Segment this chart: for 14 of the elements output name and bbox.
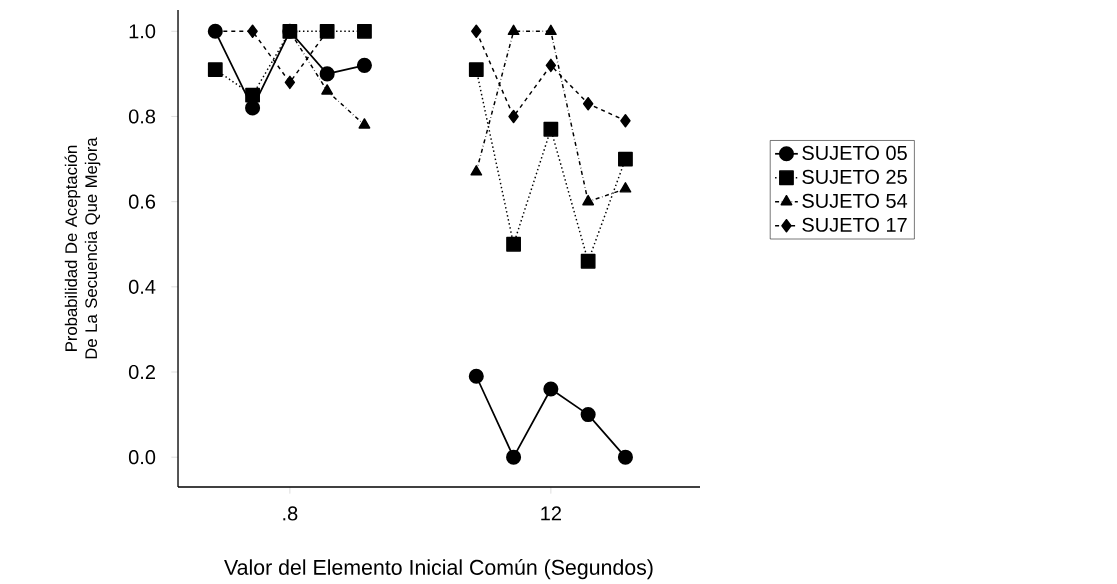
legend-label: SUJETO 17 [802,217,907,233]
legend-label: SUJETO 54 [802,193,908,209]
y-tick-label: 0.0 [128,450,156,465]
y-tick-label: 0.4 [128,279,156,295]
y-tick-label: 1.0 [129,24,156,39]
x-axis-title: Valor del Elemento Inicial Común (Segundos) [224,559,653,580]
y-axis-title: Probabilidad De Aceptación De La Secuencia Que Mejora [64,137,101,359]
legend-label: SUJETO 25 [802,169,907,185]
x-tick-label: 12 [541,506,561,521]
x-tick-label: .8 [283,506,298,521]
legend-label: SUJETO 05 [802,146,907,161]
y-tick-label: 0.8 [128,109,156,124]
y-tick-label: 0.6 [128,194,156,209]
y-tick-label: 0.2 [128,365,155,380]
